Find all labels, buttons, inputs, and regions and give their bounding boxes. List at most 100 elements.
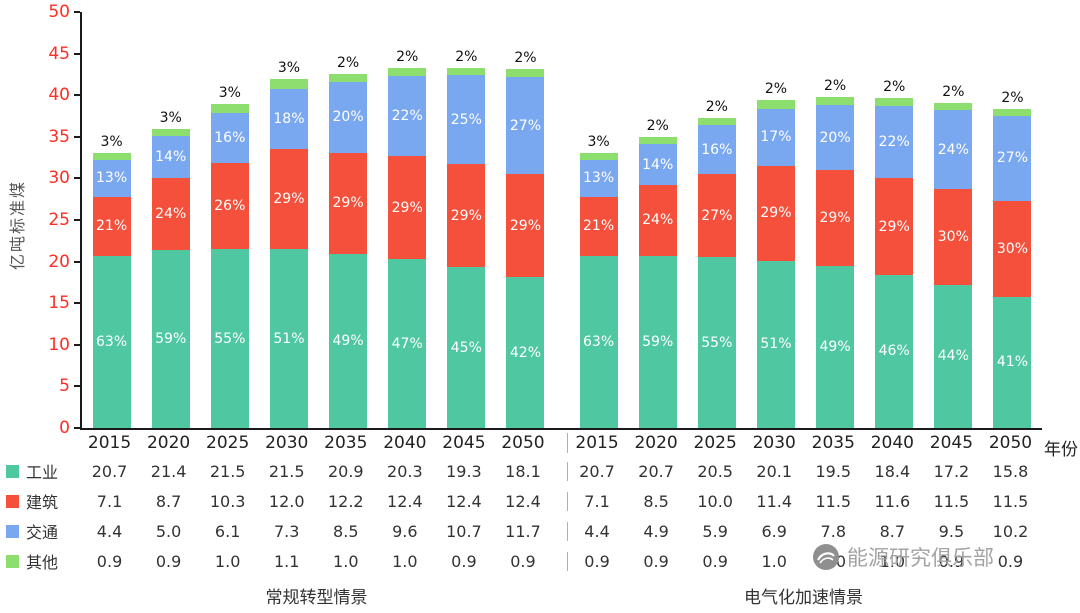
legend-label-building: 建筑	[26, 493, 59, 512]
table-value: 8.7	[879, 521, 906, 541]
bar-segment-industry: 51%	[756, 260, 795, 428]
bar-segment-transport: 20%	[816, 105, 855, 171]
bar-segment-industry: 49%	[329, 254, 368, 428]
y-tick-label: 40	[48, 85, 70, 106]
bar-segment-other	[697, 117, 736, 126]
table-value: 6.9	[761, 521, 787, 541]
table-value: 6.1	[214, 521, 241, 541]
table-value: 10.2	[992, 521, 1029, 541]
table-value: 0.9	[643, 551, 669, 571]
table-value: 20.3	[387, 461, 423, 481]
table-value: 1.0	[879, 551, 906, 571]
data-table-rows: 工业 20.7 21.4 21.5 21.5 20.9 20.3 19.3 18.1 20.7 20…	[0, 456, 1080, 576]
legend-label-other: 其他	[26, 553, 59, 572]
table-row-building: 建筑 7.1 8.7 10.3 12.0 12.2 12.4 12.4 12.4 7.1 8.5 10…	[0, 486, 1080, 516]
bar-segment-transport: 13%	[579, 160, 618, 197]
table-value: 4.4	[96, 521, 123, 541]
stacked-bar-2015: 3% 13% 21% 63%	[92, 134, 131, 428]
bar-segment-other	[151, 128, 190, 136]
bar-slot: 3% 18% 29% 51%	[259, 12, 318, 428]
x-tick-label: 2025	[206, 433, 250, 453]
table-value: 1.0	[392, 551, 418, 571]
y-tick-mark	[74, 52, 80, 55]
stacked-bar-2020: 2% 14% 24% 59%	[638, 118, 677, 428]
stacked-bar-2020: 3% 14% 24% 59%	[151, 110, 190, 428]
table-value: 12.0	[268, 491, 305, 511]
table-cell-group-1: 0.9 0.9 1.0 1.1 1.0 1.0 0.9 0.9	[80, 552, 553, 571]
bar-top-percent-label: 2%	[883, 78, 906, 95]
table-value: 18.1	[505, 461, 541, 481]
y-tick-mark	[74, 385, 80, 388]
table-value: 20.5	[697, 461, 733, 481]
stacked-bar-2050: 2% 27% 30% 41%	[993, 90, 1032, 428]
table-cells-industry: 20.7 21.4 21.5 21.5 20.9 20.3 19.3 18.1 20.7 20.7…	[80, 461, 1040, 481]
bar-top-percent-label: 2%	[514, 50, 537, 67]
bar-slot: 2% 27% 30% 41%	[983, 12, 1042, 428]
bar-segment-building: 30%	[934, 189, 973, 285]
bar-segment-industry: 41%	[993, 296, 1032, 428]
bar-segment-other	[210, 104, 249, 113]
table-value: 0.9	[938, 551, 965, 571]
y-tick-label: 20	[48, 251, 70, 272]
table-value: 7.8	[820, 521, 846, 541]
bar-slot: 2% 20% 29% 49%	[319, 12, 378, 428]
y-tick-mark	[74, 302, 80, 305]
y-tick-label: 25	[48, 210, 70, 230]
y-tick-label: 50	[48, 2, 70, 22]
y-tick-label: 5	[59, 376, 70, 397]
table-value: 18.4	[874, 461, 911, 481]
bar-segment-transport: 24%	[934, 110, 973, 190]
bar-segment-industry: 59%	[638, 255, 677, 428]
table-value: 0.9	[997, 551, 1024, 571]
bar-top-percent-label: 3%	[277, 60, 301, 77]
bar-segment-other	[506, 69, 545, 77]
table-row-transport: 交通 4.4 5.0 6.1 7.3 8.5 9.6 10.7 11.7 4.4 4.9 5.9 6.9…	[0, 516, 1080, 546]
bar-top-percent-label: 2%	[336, 54, 360, 71]
y-tick-label: 15	[48, 293, 70, 314]
legend-industry: 工业	[0, 459, 80, 483]
bar-top-percent-label: 3%	[218, 85, 241, 102]
x-tick-label: 2015	[575, 433, 619, 453]
table-value: 21.4	[150, 461, 187, 481]
table-value: 10.0	[697, 491, 733, 511]
table-value: 15.8	[992, 461, 1029, 481]
bar-top-percent-label: 2%	[823, 77, 847, 94]
table-value: 4.4	[584, 521, 610, 541]
table-value: 20.1	[756, 461, 793, 481]
table-cell-group-2: 7.1 8.5 10.0 11.4 11.5 11.6 11.5 11.5	[566, 491, 1041, 511]
table-value: 1.0	[214, 551, 241, 571]
table-value: 21.5	[209, 461, 246, 481]
bar-slot: 3% 13% 21% 63%	[569, 12, 628, 428]
bar-segment-industry: 44%	[934, 284, 973, 428]
y-tick-mark	[74, 94, 80, 97]
bar-segment-building: 24%	[638, 185, 677, 256]
y-tick-mark	[74, 260, 80, 263]
table-value: 0.9	[510, 551, 536, 571]
x-axis-unit-label: 年份	[1044, 440, 1078, 460]
x-tick-label: 2015	[87, 433, 132, 453]
bar-group-1: 3% 13% 21% 63% 3% 14% 24% 59% 3% 16% 26% 55% 3% 18% 29…	[82, 12, 555, 428]
bar-top-percent-label: 2%	[455, 48, 478, 65]
bar-segment-other	[579, 152, 618, 161]
bar-segment-transport: 25%	[447, 75, 486, 165]
table-value: 11.5	[992, 491, 1029, 511]
legend-transport: 交通	[0, 519, 80, 543]
y-tick-label: 10	[48, 334, 70, 355]
bar-slot: 2% 27% 29% 42%	[496, 12, 555, 428]
bar-segment-other	[875, 97, 914, 107]
y-tick-label: 35	[48, 126, 70, 147]
table-value: 11.4	[756, 491, 793, 511]
x-tick-label: 2050	[501, 433, 545, 453]
stacked-bar-2045: 2% 25% 29% 45%	[447, 49, 486, 428]
y-tick-mark	[74, 219, 80, 221]
bar-segment-other	[993, 108, 1032, 117]
x-tick-label: 2035	[324, 433, 368, 453]
table-value: 9.5	[938, 521, 965, 541]
bar-slot: 2% 16% 27% 55%	[687, 12, 746, 428]
watermark: 能源研究俱乐部	[812, 542, 994, 572]
table-value: 12.2	[327, 491, 364, 511]
bar-segment-industry: 46%	[875, 274, 914, 428]
stacked-bar-2045: 2% 24% 30% 44%	[934, 84, 973, 428]
table-value: 9.6	[392, 521, 418, 541]
